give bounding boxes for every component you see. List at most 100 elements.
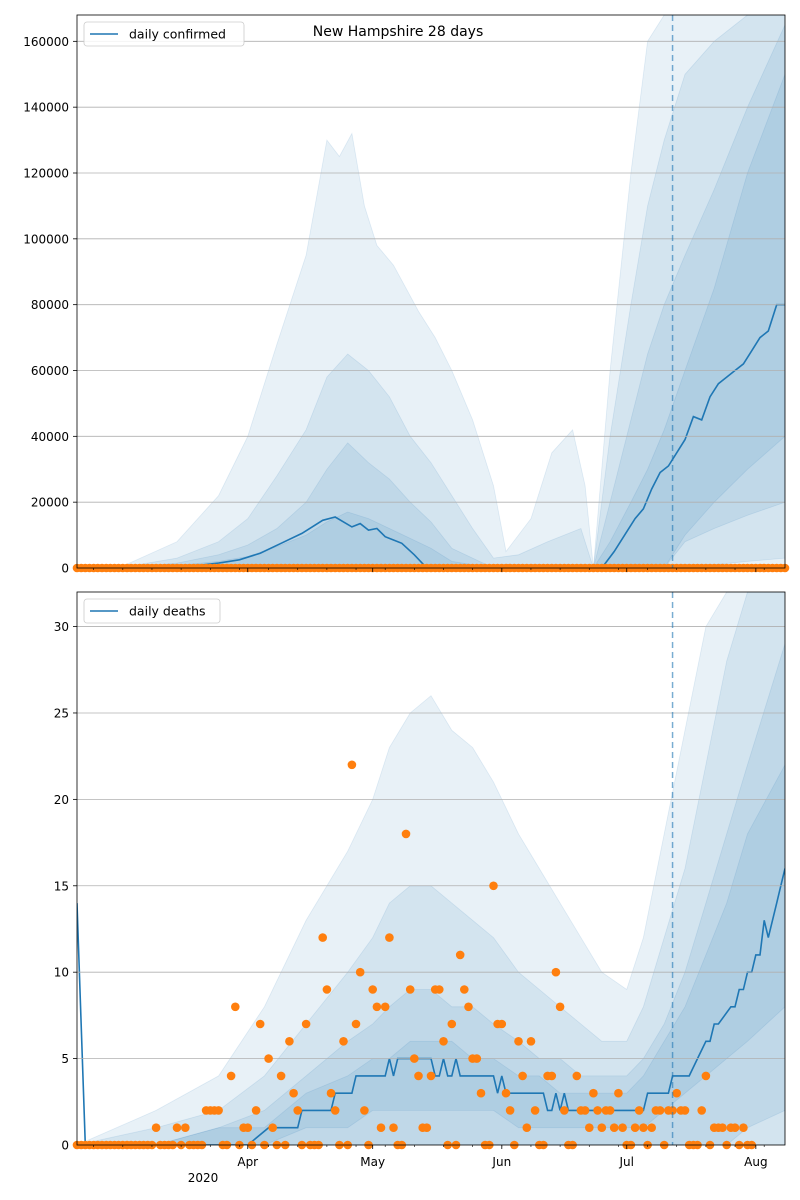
data-point (501, 1088, 511, 1098)
data-point (368, 985, 378, 994)
data-point (293, 1106, 303, 1115)
data-point (572, 1071, 582, 1081)
shared-x-axis: Apr May Jun Jul Aug (237, 1155, 767, 1169)
x-tick-label: Apr (237, 1155, 258, 1169)
x-tick-label: May (360, 1155, 385, 1169)
data-point (555, 1002, 565, 1012)
y-tick-label: 0 (61, 1139, 69, 1153)
data-point (389, 1123, 398, 1132)
data-point (376, 1123, 386, 1132)
data-point (172, 1123, 182, 1132)
data-point (355, 967, 365, 977)
data-point (410, 1054, 419, 1063)
data-point (489, 881, 498, 891)
data-point (214, 1106, 223, 1115)
axes-frame (76, 591, 786, 1146)
confidence-band-50 (118, 24, 785, 568)
data-point (609, 1123, 619, 1132)
data-point (472, 1054, 482, 1063)
data-point (547, 1071, 557, 1081)
y-tick-label: 25 (54, 706, 69, 720)
data-point (301, 1019, 311, 1029)
data-point (347, 760, 357, 770)
legend: daily confirmed (83, 21, 245, 47)
data-point (505, 1106, 515, 1115)
data-point (668, 1106, 677, 1115)
data-point (530, 1106, 540, 1115)
data-point (589, 1088, 598, 1098)
data-point (739, 1123, 748, 1132)
y-tick-label: 80000 (31, 298, 69, 312)
data-point (580, 1106, 590, 1115)
y-tick-label: 20 (54, 793, 69, 807)
confidence-band-25 (77, 764, 785, 1145)
data-point (401, 829, 411, 839)
panel-confirmed: 0 20000 40000 60000 80000 100000 120000 140000 1… (23, 14, 790, 576)
data-point (380, 1002, 390, 1012)
data-point (560, 1106, 569, 1115)
confidence-band-25 (118, 74, 785, 568)
chart-title: New Hampshire 28 days (313, 24, 484, 40)
x-year-label: 2020 (188, 1171, 219, 1185)
legend-box (83, 21, 245, 47)
confidence-band-50 (77, 643, 785, 1145)
y-tick-label: 20000 (31, 496, 69, 510)
data-point (405, 985, 415, 994)
plot-area (118, 15, 785, 568)
data-point (522, 1123, 532, 1132)
data-point (422, 1123, 432, 1132)
data-point (526, 1037, 536, 1046)
confidence-band-80 (118, 15, 785, 568)
data-point (318, 933, 328, 942)
data-point (322, 985, 332, 994)
data-point (385, 933, 394, 942)
confidence-band-95 (77, 592, 785, 1145)
data-point (680, 1106, 690, 1115)
data-point (518, 1071, 527, 1081)
data-point (718, 1123, 727, 1132)
data-point (639, 1123, 648, 1132)
data-point (647, 1123, 656, 1132)
confidence-band-95 (118, 15, 785, 568)
data-point (243, 1123, 253, 1132)
series-line-daily-deaths (77, 868, 785, 1145)
data-point (618, 1123, 627, 1132)
data-point (339, 1037, 348, 1046)
y-tick-label: 100000 (23, 232, 69, 246)
data-point (460, 985, 469, 994)
data-point (181, 1123, 190, 1132)
legend-box (83, 598, 221, 624)
data-point (697, 1106, 706, 1115)
data-point (551, 967, 561, 977)
data-point (672, 1088, 681, 1098)
x-tick-label: Jun (491, 1155, 511, 1169)
data-point (476, 1088, 486, 1098)
x-tick-label: Jul (618, 1155, 633, 1169)
data-point (151, 1123, 161, 1132)
data-point (605, 1106, 615, 1115)
data-point (276, 1071, 286, 1081)
legend-label: daily confirmed (129, 27, 226, 42)
y-tick-label: 15 (54, 879, 69, 893)
panel-deaths: 0 5 10 15 20 25 30 daily deaths (54, 591, 786, 1153)
data-point (351, 1019, 361, 1029)
data-point (585, 1123, 594, 1132)
data-point (614, 1088, 623, 1098)
data-point (426, 1071, 436, 1081)
data-point (268, 1123, 278, 1132)
y-tick-label: 30 (54, 620, 69, 634)
y-tick-label: 0 (61, 562, 69, 576)
axes-frame (76, 14, 786, 569)
y-tick-label: 120000 (23, 167, 69, 181)
data-point (435, 985, 444, 994)
data-point (264, 1054, 273, 1063)
data-point (372, 1002, 382, 1012)
data-point (514, 1037, 523, 1046)
data-point (597, 1123, 607, 1132)
y-tick-label: 160000 (23, 35, 69, 49)
data-point (464, 1002, 473, 1012)
y-tick-label: 140000 (23, 101, 69, 115)
data-point (326, 1088, 336, 1098)
data-point (701, 1071, 711, 1081)
